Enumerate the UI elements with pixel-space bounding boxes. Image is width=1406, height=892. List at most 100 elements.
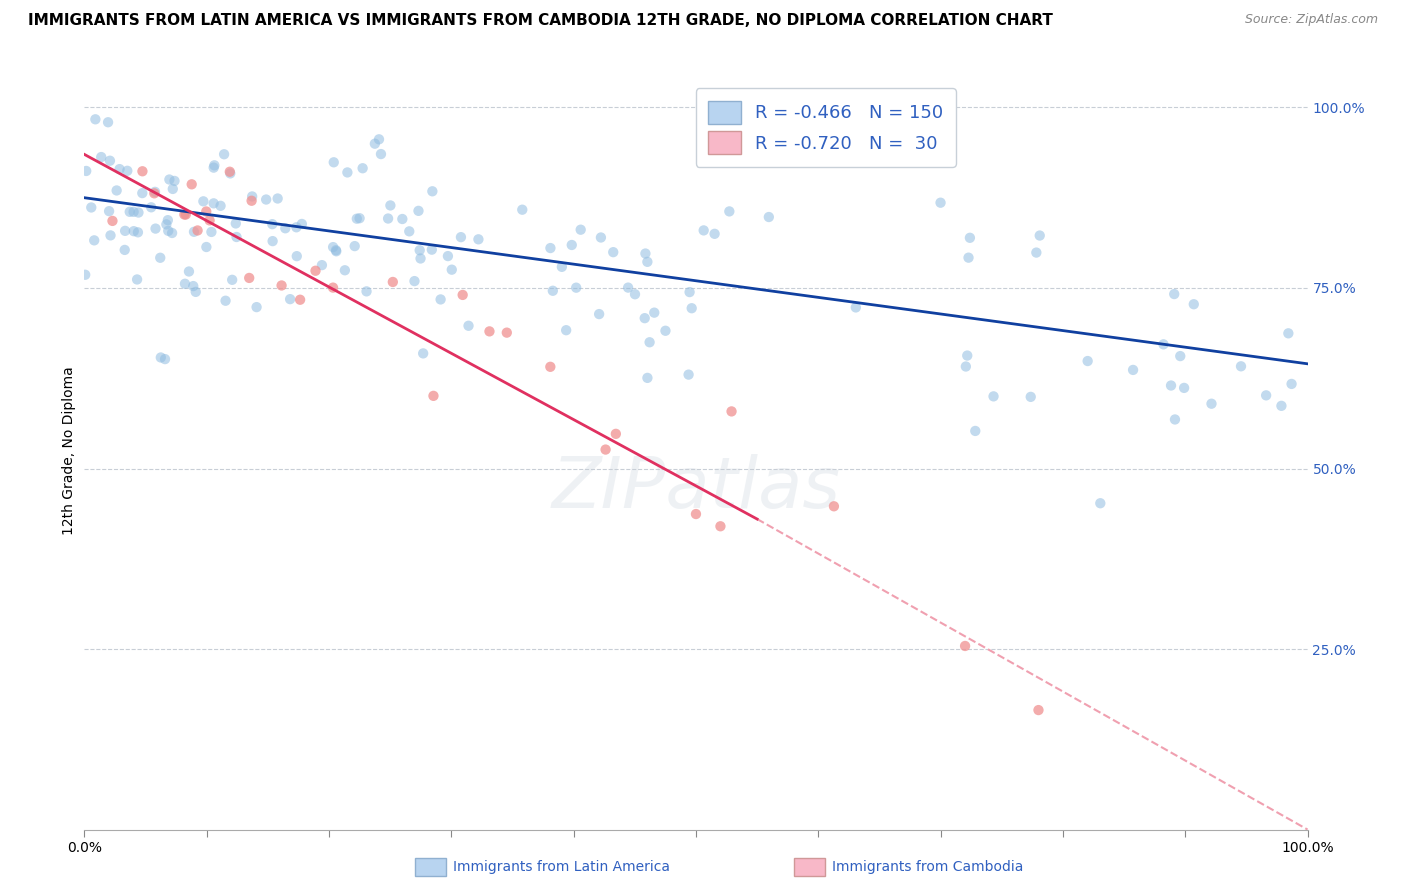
Point [678,368,700,382]
Point [638,335,661,350]
Point [692,223,714,237]
Point [156,213,179,227]
Point [270,278,292,293]
Point [420,243,443,257]
Point [225,230,247,244]
Point [983,389,1005,403]
Point [450,230,472,244]
Point [758,210,780,224]
Point [1163,287,1185,301]
Point [311,258,333,272]
Point [595,442,617,457]
Point [408,203,430,218]
Point [274,221,297,235]
Point [703,227,725,241]
Point [219,166,242,180]
Point [624,287,647,301]
Point [143,185,166,199]
Point [956,349,979,363]
Point [114,224,136,238]
Point [162,182,184,196]
Point [122,204,145,219]
Point [437,249,460,263]
Point [561,238,583,252]
Point [322,240,344,254]
Point [200,225,222,239]
Point [381,275,404,289]
Point [262,234,284,248]
Point [1164,412,1187,426]
Point [202,158,225,172]
Point [409,244,432,258]
Point [184,285,207,299]
Point [325,244,347,259]
Point [240,194,263,208]
Point [1230,359,1253,374]
Point [709,519,731,533]
Y-axis label: 12th Grade, No Diploma: 12th Grade, No Diploma [62,366,76,535]
Point [343,239,366,253]
Point [569,223,592,237]
Point [195,204,218,219]
Point [218,165,240,179]
Point [678,285,700,299]
Point [143,186,166,201]
Point [214,293,236,308]
Point [589,230,612,244]
Point [285,220,308,235]
Point [1256,388,1278,402]
Point [356,285,378,299]
Point [467,232,489,246]
Point [440,262,463,277]
Point [634,246,657,260]
Point [288,293,311,307]
Point [429,293,451,307]
Point [202,196,225,211]
Point [352,161,374,176]
Point [636,371,658,385]
Point [823,500,845,514]
Point [1028,703,1050,717]
Point [122,224,145,238]
Point [685,507,707,521]
Point [325,244,347,258]
Point [478,325,501,339]
Point [75,268,97,282]
Point [1025,245,1047,260]
Point [75,164,97,178]
Point [195,240,218,254]
Point [212,147,235,161]
Point [198,213,221,227]
Point [965,424,987,438]
Point [565,281,588,295]
Point [1277,326,1299,341]
Point [495,326,517,340]
Point [187,223,209,237]
Point [114,243,136,257]
Point [1090,496,1112,510]
Point [245,300,267,314]
Point [177,264,200,278]
Point [266,192,288,206]
Point [1182,297,1205,311]
Point [127,225,149,239]
Point [380,198,402,212]
Point [451,288,474,302]
Text: ZIPatlas: ZIPatlas [551,454,841,523]
Point [404,274,426,288]
Point [636,255,658,269]
Point [681,301,703,316]
Point [131,186,153,200]
Point [1077,354,1099,368]
Point [127,205,149,219]
Point [278,292,301,306]
Point [1168,349,1191,363]
Point [101,214,124,228]
Text: Immigrants from Latin America: Immigrants from Latin America [453,860,669,874]
Point [155,218,177,232]
Point [588,307,610,321]
Point [193,194,215,209]
Point [412,346,434,360]
Text: IMMIGRANTS FROM LATIN AMERICA VS IMMIGRANTS FROM CAMBODIA 12TH GRADE, NO DIPLOMA: IMMIGRANTS FROM LATIN AMERICA VS IMMIGRA… [28,13,1053,29]
Point [336,165,359,179]
